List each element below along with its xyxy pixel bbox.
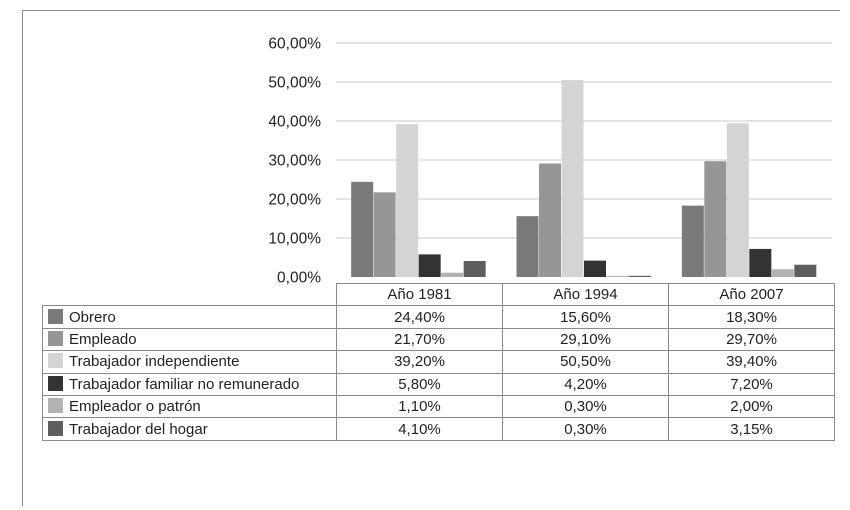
data-label: 29,70% (668, 327, 835, 352)
table-row: Obrero 24,40% 15,60% 18,30% (42, 305, 835, 329)
bar (516, 216, 539, 277)
data-label: 39,20% (336, 350, 503, 374)
bar (629, 275, 651, 277)
legend-entry: Empleado (42, 327, 337, 352)
bar (396, 124, 419, 278)
y-tick-label: 60,00% (268, 36, 321, 53)
bar (726, 123, 749, 277)
legend-swatch (48, 330, 63, 346)
data-label: 1,10% (336, 394, 503, 419)
y-tick-label: 0,00% (277, 270, 321, 287)
table-header-row: Año 1981 Año 1994 Año 2007 (42, 282, 835, 307)
data-label: 18,30% (668, 305, 835, 329)
data-label: 4,20% (502, 372, 669, 396)
data-label: 21,70% (336, 327, 503, 352)
y-tick-label: 40,00% (268, 114, 321, 131)
y-tick-label: 30,00% (268, 153, 321, 170)
bar (373, 192, 396, 277)
legend-swatch (48, 375, 63, 391)
y-tick-label: 50,00% (268, 75, 321, 92)
data-label: 0,30% (502, 394, 669, 419)
x-category-label: Año 1981 (336, 282, 503, 307)
bar (418, 254, 441, 277)
bar (561, 80, 584, 277)
data-label: 50,50% (502, 350, 669, 374)
data-label: 3,15% (668, 417, 835, 441)
bar (463, 261, 486, 277)
data-table: Año 1981 Año 1994 Año 2007 Obrero 24,40% 15,6… (42, 282, 835, 441)
data-label: 39,40% (668, 350, 835, 374)
bar (606, 275, 629, 277)
bar (351, 181, 374, 277)
data-label: 2,00% (668, 394, 835, 419)
legend-swatch (48, 353, 63, 369)
table-row: Trabajador independiente 39,20% 50,50% 39,4… (42, 350, 835, 374)
bar (704, 161, 727, 277)
bar (794, 264, 817, 277)
bar (681, 205, 704, 277)
x-category-label: Año 2007 (668, 282, 835, 307)
legend-entry: Trabajador familiar no remunerado (42, 372, 337, 396)
bar (539, 163, 561, 277)
data-label: 24,40% (336, 305, 503, 329)
legend-entry: Obrero (42, 305, 337, 329)
y-tick-label: 10,00% (268, 231, 321, 248)
chart-frame (22, 10, 840, 506)
bar (749, 248, 772, 277)
data-label: 29,10% (502, 327, 669, 352)
table-row: Trabajador del hogar 4,10% 0,30% 3,15% (42, 417, 835, 441)
data-label: 5,80% (336, 372, 503, 396)
legend-label: Trabajador familiar no remunerado (69, 375, 300, 393)
table-row: Trabajador familiar no remunerado 5,80% 4,… (42, 372, 835, 396)
legend-swatch (48, 420, 63, 436)
table-row: Empleador o patrón 1,10% 0,30% 2,00% (42, 394, 835, 419)
bar (771, 269, 794, 277)
data-label: 7,20% (668, 372, 835, 396)
y-tick-label: 20,00% (268, 192, 321, 209)
legend-label: Obrero (69, 308, 116, 326)
legend-swatch (48, 308, 63, 324)
legend-entry: Empleador o patrón (42, 394, 337, 419)
legend-entry: Trabajador independiente (42, 350, 337, 374)
table-corner (42, 283, 337, 307)
bar (441, 272, 464, 277)
x-category-label: Año 1994 (502, 282, 669, 307)
legend-label: Empleado (69, 330, 137, 348)
legend-label: Trabajador del hogar (69, 420, 208, 438)
legend-swatch (48, 398, 63, 414)
data-label: 15,60% (502, 305, 669, 329)
bar (584, 260, 606, 277)
bar-chart: 0,00% 10,00% 20,00% 30,00% 40,00% 50,00% 60,00… (268, 36, 832, 287)
legend-entry: Trabajador del hogar (42, 417, 337, 441)
table-row: Empleado 21,70% 29,10% 29,70% (42, 327, 835, 352)
data-label: 0,30% (502, 417, 669, 441)
data-label: 4,10% (336, 417, 503, 441)
legend-label: Trabajador independiente (69, 353, 240, 371)
legend-label: Empleador o patrón (69, 398, 201, 416)
